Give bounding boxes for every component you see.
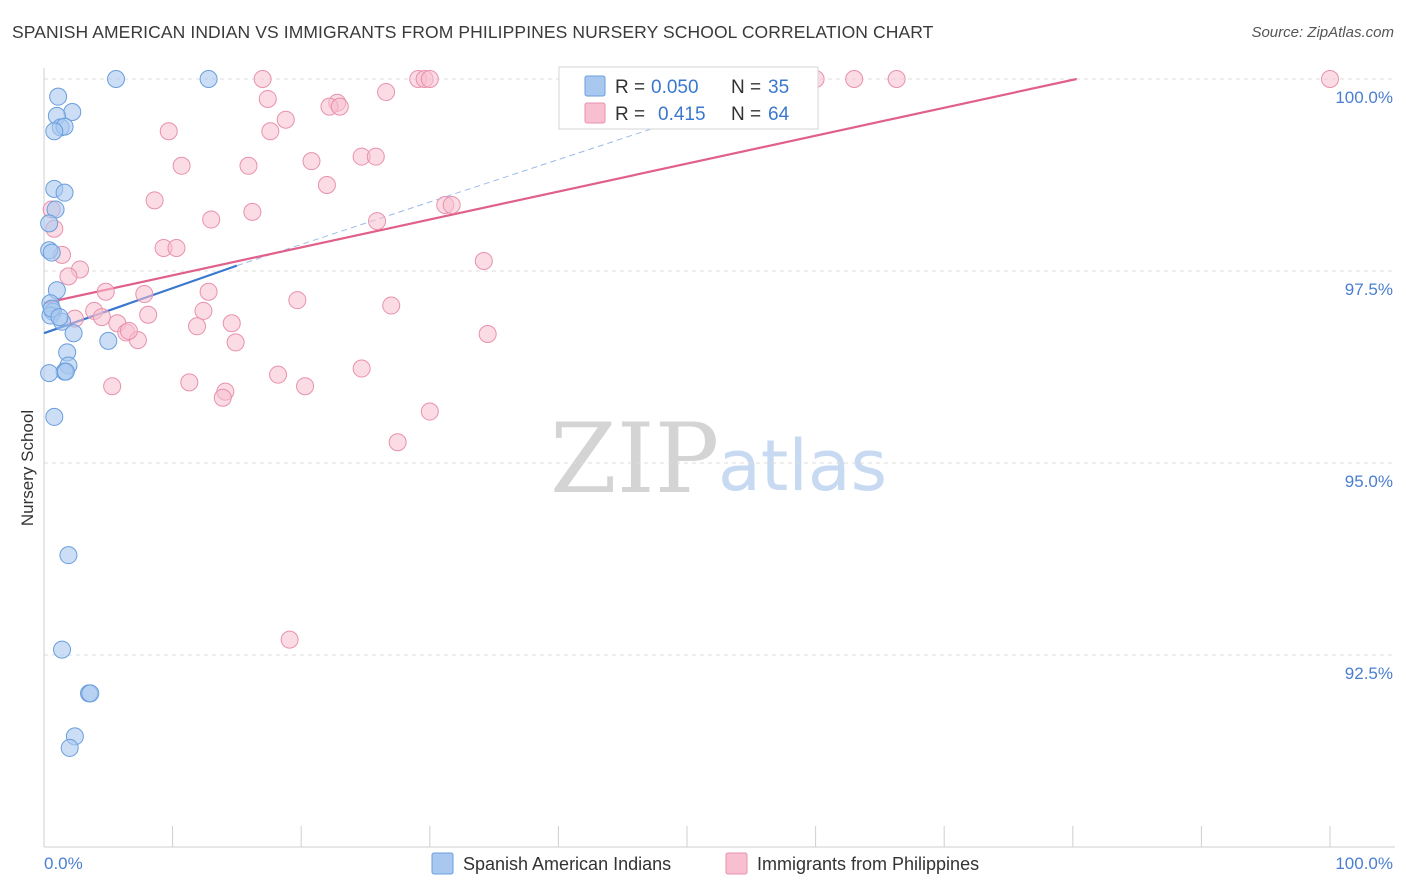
point-spanish-american-indian-2: [49, 87, 68, 106]
point-spanish-american-indian-20: [99, 331, 118, 350]
point-philippines-56: [103, 377, 122, 396]
point-philippines-37: [135, 285, 154, 304]
point-philippines-0: [253, 70, 272, 88]
y-tick-labels: 100.0% 97.5% 95.0% 92.5%: [1335, 88, 1393, 683]
point-philippines-59: [213, 388, 232, 407]
source-label: Source: ZipAtlas.com: [1251, 24, 1394, 41]
point-philippines-24: [442, 195, 461, 214]
point-spanish-american-indian-28: [53, 640, 72, 659]
x-tick-marks: [43, 826, 1331, 847]
y-tick-label-2: 95.0%: [1345, 472, 1393, 491]
watermark: ZIP atlas: [550, 403, 887, 515]
point-philippines-60: [420, 402, 439, 421]
point-spanish-american-indian-0: [107, 70, 126, 88]
series-legend-swatch-pink: [725, 852, 748, 875]
legend-n-value-pink: 64: [768, 104, 790, 125]
series-legend-swatch-blue: [431, 852, 454, 875]
point-philippines-27: [368, 212, 387, 231]
point-philippines-22: [145, 191, 164, 210]
point-philippines-8: [377, 83, 396, 102]
point-spanish-american-indian-9: [55, 183, 74, 202]
point-spanish-american-indian-13: [42, 243, 61, 262]
point-philippines-26: [202, 210, 221, 229]
y-axis-label: Nursery School: [18, 410, 37, 526]
point-philippines-31: [167, 238, 186, 257]
legend-swatch-pink: [584, 102, 606, 124]
point-philippines-20: [239, 156, 258, 175]
point-philippines-38: [199, 282, 218, 301]
legend-r-value-blue: 0.050: [651, 77, 699, 98]
point-philippines-53: [352, 359, 371, 378]
point-spanish-american-indian-25: [40, 364, 59, 383]
legend-swatch-blue: [584, 75, 606, 97]
point-philippines-47: [188, 317, 207, 336]
point-spanish-american-indian-1: [199, 70, 218, 88]
point-philippines-54: [269, 365, 288, 384]
point-spanish-american-indian-27: [59, 546, 78, 565]
point-philippines-55: [180, 373, 199, 392]
point-spanish-american-indian-26: [45, 407, 64, 426]
point-philippines-12: [330, 97, 349, 116]
point-philippines-3: [420, 70, 439, 88]
point-philippines-36: [96, 282, 115, 301]
legend-r-label-blue: R =: [615, 77, 645, 98]
point-philippines-17: [366, 147, 385, 166]
point-philippines-50: [478, 324, 497, 343]
legend-n-label-pink: N =: [731, 104, 761, 125]
point-spanish-american-indian-32: [60, 738, 79, 757]
y-tick-label-3: 92.5%: [1345, 664, 1393, 683]
series-spanish-american-indian-points: [40, 70, 218, 757]
point-philippines-48: [222, 314, 241, 333]
y-tick-label-0: 100.0%: [1335, 88, 1393, 107]
point-philippines-63: [119, 321, 138, 340]
point-philippines-19: [172, 156, 191, 175]
point-philippines-61: [388, 433, 407, 452]
legend-r-value-pink: 0.415: [658, 104, 706, 125]
series-philippines-points: [42, 70, 1339, 649]
point-philippines-52: [226, 333, 245, 352]
point-philippines-5: [845, 70, 864, 88]
point-philippines-13: [276, 110, 295, 129]
point-philippines-21: [317, 175, 336, 194]
x-tick-label-min: 0.0%: [44, 854, 83, 873]
point-philippines-33: [474, 252, 493, 271]
stats-legend: R = 0.050 N = 35 R = 0.415 N = 64: [558, 66, 819, 130]
point-philippines-42: [92, 308, 111, 327]
point-spanish-american-indian-24: [56, 362, 75, 381]
watermark-zip: ZIP: [550, 403, 719, 515]
point-philippines-7: [1321, 70, 1339, 88]
series-legend: Spanish American Indians Immigrants from…: [431, 852, 979, 875]
chart-title: SPANISH AMERICAN INDIAN VS IMMIGRANTS FR…: [12, 22, 934, 42]
point-philippines-6: [887, 70, 906, 88]
series-legend-label-blue: Spanish American Indians: [463, 854, 671, 874]
point-philippines-15: [261, 122, 280, 141]
watermark-atlas: atlas: [718, 425, 887, 507]
point-philippines-18: [302, 152, 321, 171]
legend-r-label-pink: R =: [615, 104, 645, 125]
trend-line-pink: [43, 77, 1077, 305]
point-spanish-american-indian-19: [64, 324, 83, 343]
series-legend-label-pink: Immigrants from Philippines: [757, 854, 979, 874]
point-spanish-american-indian-7: [45, 122, 64, 141]
y-tick-label-1: 97.5%: [1345, 280, 1393, 299]
point-spanish-american-indian-34: [50, 308, 69, 327]
point-philippines-25: [243, 202, 262, 221]
point-spanish-american-indian-11: [40, 214, 59, 233]
legend-n-label-blue: N =: [731, 77, 761, 98]
point-philippines-62: [280, 630, 299, 649]
point-philippines-14: [159, 122, 178, 141]
point-philippines-40: [382, 296, 401, 315]
point-philippines-39: [288, 291, 307, 310]
point-spanish-american-indian-30: [81, 684, 100, 703]
axes: [43, 68, 1395, 848]
point-philippines-35: [59, 267, 78, 286]
point-philippines-9: [258, 89, 277, 108]
point-philippines-57: [296, 377, 315, 396]
point-philippines-44: [194, 301, 213, 320]
x-tick-label-max: 100.0%: [1335, 854, 1393, 873]
point-philippines-43: [139, 305, 158, 324]
legend-n-value-blue: 35: [768, 77, 789, 98]
